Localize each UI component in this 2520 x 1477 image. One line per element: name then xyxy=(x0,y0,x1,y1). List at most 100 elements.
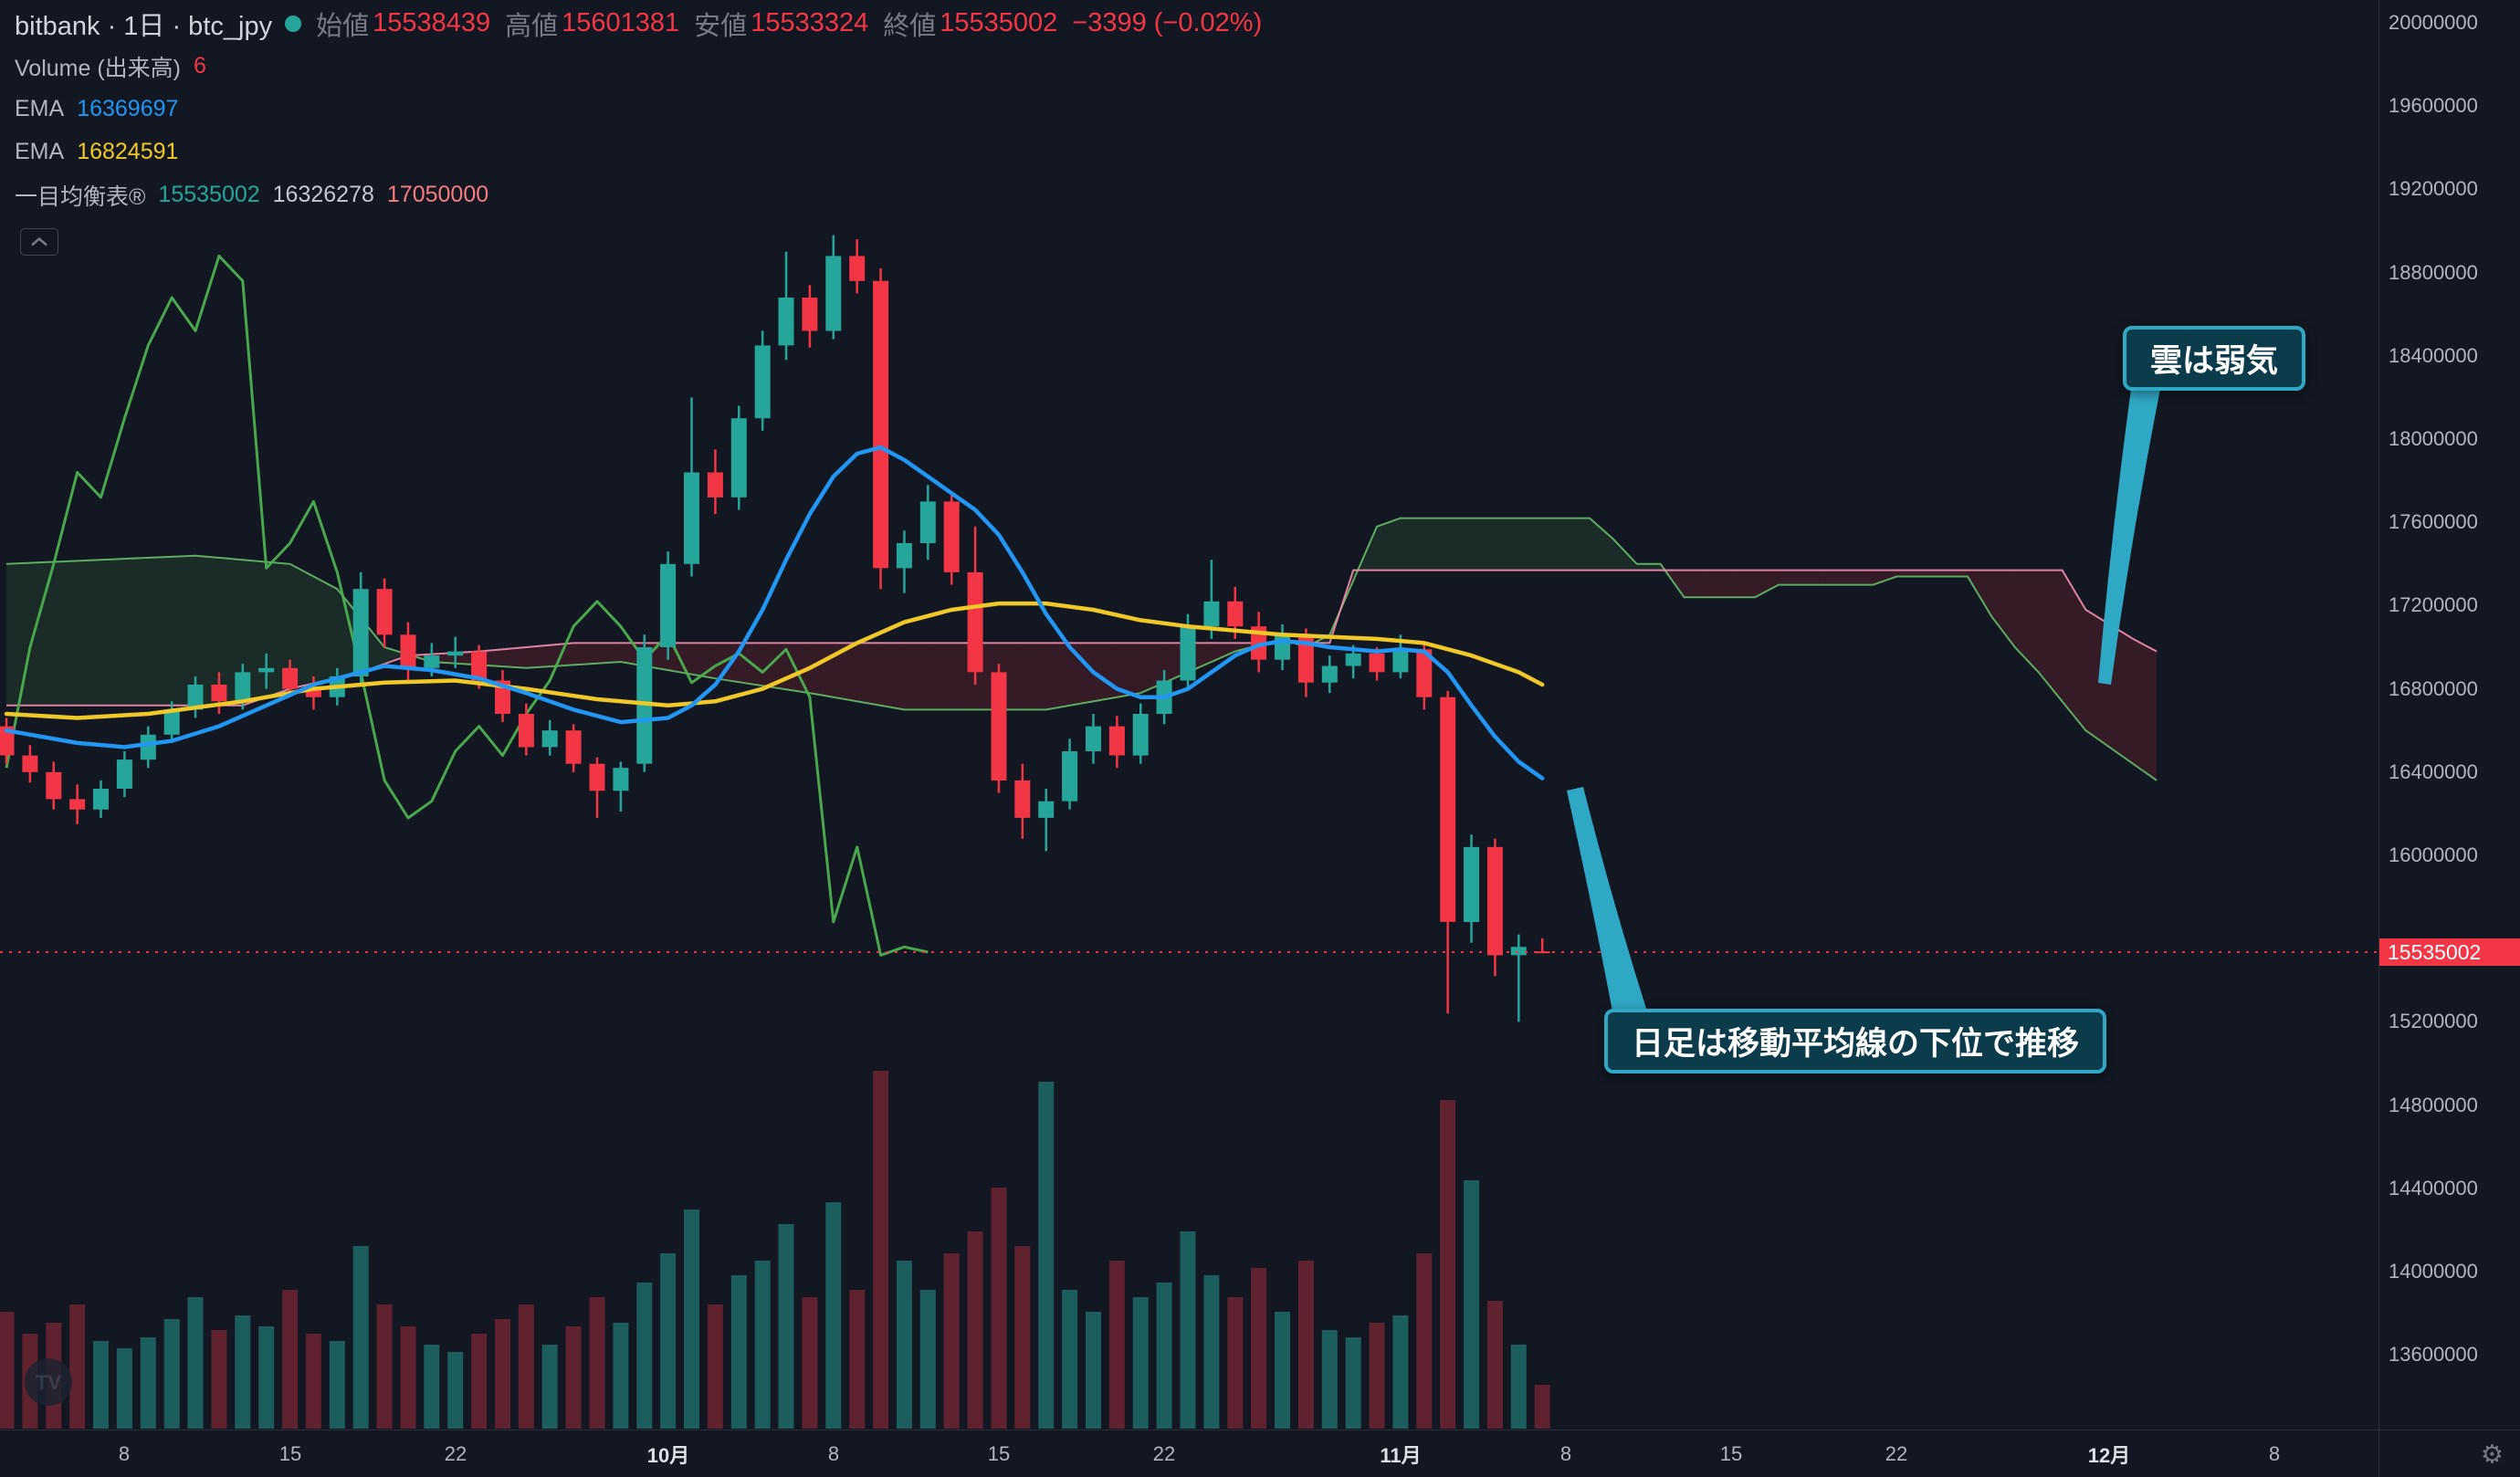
time-axis-label[interactable]: 15 xyxy=(987,1442,1011,1465)
candle-body xyxy=(1132,714,1149,756)
volume-bar xyxy=(636,1283,653,1429)
price-axis-label[interactable]: 18800000 xyxy=(2389,261,2478,284)
time-axis-label[interactable]: 8 xyxy=(827,1442,840,1465)
volume-bar xyxy=(1416,1253,1433,1429)
price-axis-label[interactable]: 17200000 xyxy=(2389,593,2478,616)
price-axis-label[interactable]: 13600000 xyxy=(2389,1343,2478,1366)
chikou-span-line xyxy=(5,254,929,957)
volume-bar xyxy=(1392,1315,1409,1429)
candle-body xyxy=(1345,653,1361,666)
candle-body xyxy=(896,543,912,569)
volume-bar xyxy=(1132,1297,1149,1429)
price-axis-label[interactable]: 16800000 xyxy=(2389,677,2478,700)
candlestick-series[interactable] xyxy=(0,235,1550,1022)
time-axis-label[interactable]: 8 xyxy=(118,1442,131,1465)
price-axis-label[interactable]: 14800000 xyxy=(2389,1094,2478,1116)
price-axis[interactable]: 15535002 20000000 19600000 19200000 1880000… xyxy=(2379,0,2520,1430)
volume-label[interactable]: Volume (出来高) xyxy=(15,55,181,81)
price-axis-label[interactable]: 16400000 xyxy=(2389,760,2478,783)
price-axis-label[interactable]: 14400000 xyxy=(2389,1177,2478,1199)
change-value: −3399 (−0.02%) xyxy=(1072,8,1263,37)
volume-bar xyxy=(0,1312,15,1429)
price-axis-label[interactable]: 16000000 xyxy=(2389,843,2478,866)
candle-body xyxy=(163,709,180,735)
tradingview-logo: TV xyxy=(24,1357,73,1411)
price-axis-label[interactable]: 18400000 xyxy=(2389,344,2478,367)
legend-collapse-button[interactable] xyxy=(20,228,58,256)
annotation-cloud-leader xyxy=(2098,389,2160,685)
price-axis-label[interactable]: 19200000 xyxy=(2389,177,2478,200)
candle-body xyxy=(541,730,558,748)
price-axis-label[interactable]: 15200000 xyxy=(2389,1010,2478,1032)
candle-body xyxy=(1416,649,1433,697)
volume-bar xyxy=(1440,1100,1456,1429)
candle-body xyxy=(282,667,299,689)
time-axis[interactable]: ⚙ 8 15 22 10月 8 15 22 11月 8 15 22 12月 8 xyxy=(0,1430,2520,1477)
candle-body xyxy=(754,345,771,419)
candle-body xyxy=(1014,780,1031,818)
price-axis-label[interactable]: 14000000 xyxy=(2389,1260,2478,1283)
time-axis-label[interactable]: 22 xyxy=(1885,1442,1908,1465)
time-axis-label[interactable]: 22 xyxy=(444,1442,467,1465)
settings-gear-icon[interactable]: ⚙ xyxy=(2480,1440,2504,1469)
volume-bar xyxy=(471,1334,488,1429)
volume-bar xyxy=(1251,1268,1267,1429)
candle-body xyxy=(93,789,109,810)
volume-bar xyxy=(1510,1345,1527,1429)
candle-body xyxy=(660,563,677,647)
volume-bar xyxy=(1180,1231,1196,1429)
candle-body xyxy=(967,571,983,673)
ema-fast-label[interactable]: EMA xyxy=(15,96,65,121)
ema-slow-label[interactable]: EMA xyxy=(15,139,65,164)
volume-bar xyxy=(943,1253,960,1429)
time-axis-label[interactable]: 11月 xyxy=(1380,1444,1422,1467)
ichimoku-label[interactable]: 一目均衡表® xyxy=(15,183,146,210)
candle-body xyxy=(376,589,393,635)
candle-body xyxy=(1062,751,1078,801)
volume-bar xyxy=(1464,1180,1480,1429)
candle-body xyxy=(305,688,321,697)
candle-body xyxy=(1086,726,1101,751)
volume-bar xyxy=(447,1352,464,1429)
candle-body xyxy=(1297,634,1314,683)
volume-bar xyxy=(919,1290,936,1429)
price-axis-label[interactable]: 20000000 xyxy=(2389,11,2478,34)
volume-bar xyxy=(163,1319,180,1429)
candle-body xyxy=(471,651,488,681)
volume-bar xyxy=(376,1304,393,1429)
volume-bar xyxy=(1062,1290,1078,1429)
volume-bar xyxy=(778,1224,794,1429)
candle-body xyxy=(187,685,204,710)
time-axis-label[interactable]: 8 xyxy=(2268,1442,2281,1465)
candle-body xyxy=(589,763,605,791)
volume-bar xyxy=(660,1253,677,1429)
volume-bar xyxy=(1156,1283,1172,1429)
volume-bar xyxy=(424,1345,440,1429)
time-axis-label[interactable]: 8 xyxy=(1559,1442,1572,1465)
time-axis-label[interactable]: 15 xyxy=(278,1442,302,1465)
candle-body xyxy=(46,771,62,800)
candle-body xyxy=(919,501,936,543)
chart-legend: bitbank · 1日 · btc_jpy 始値 15538439 高値 1560… xyxy=(15,2,1262,216)
price-axis-label[interactable]: 17600000 xyxy=(2389,510,2478,533)
volume-bar xyxy=(991,1188,1007,1429)
volume-bar xyxy=(329,1341,345,1429)
candle-body xyxy=(258,667,275,673)
price-axis-separator xyxy=(2378,0,2379,1477)
price-axis-label[interactable]: 18000000 xyxy=(2389,427,2478,450)
candle-body xyxy=(0,726,15,756)
symbol-title[interactable]: bitbank · 1日 · btc_jpy xyxy=(15,11,273,41)
candle-body xyxy=(849,256,866,281)
volume-bar xyxy=(69,1304,86,1429)
time-axis-label[interactable]: 22 xyxy=(1152,1442,1176,1465)
annotation-cloud-bearish[interactable]: 雲は弱気 xyxy=(2123,326,2306,391)
volume-bar xyxy=(1297,1261,1314,1429)
annotation-below-moving-average[interactable]: 日足は移動平均線の下位で推移 xyxy=(1604,1009,2107,1074)
time-axis-label[interactable]: 10月 xyxy=(646,1444,690,1467)
time-axis-label[interactable]: 12月 xyxy=(2087,1444,2131,1467)
time-axis-label[interactable]: 15 xyxy=(1719,1442,1743,1465)
price-axis-label[interactable]: 19600000 xyxy=(2389,94,2478,117)
volume-bar xyxy=(541,1345,558,1429)
